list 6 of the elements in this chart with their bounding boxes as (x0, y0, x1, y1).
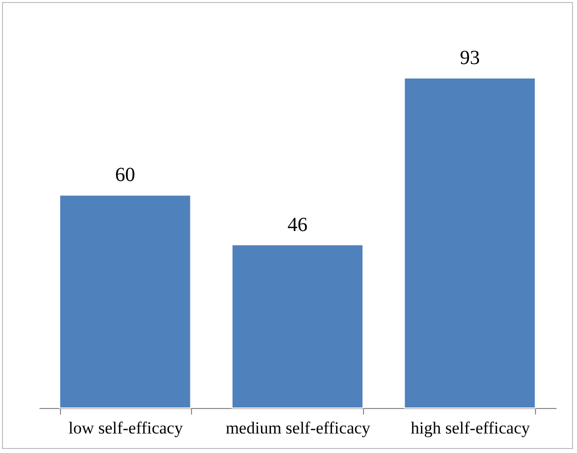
data-label: 46 (288, 214, 308, 236)
data-label: 93 (460, 47, 480, 69)
x-tick-label: low self-efficacy (68, 418, 184, 438)
x-tick-label: medium self-efficacy (226, 418, 371, 438)
data-label: 60 (115, 164, 136, 186)
x-tick-label: high self-efficacy (410, 418, 530, 438)
